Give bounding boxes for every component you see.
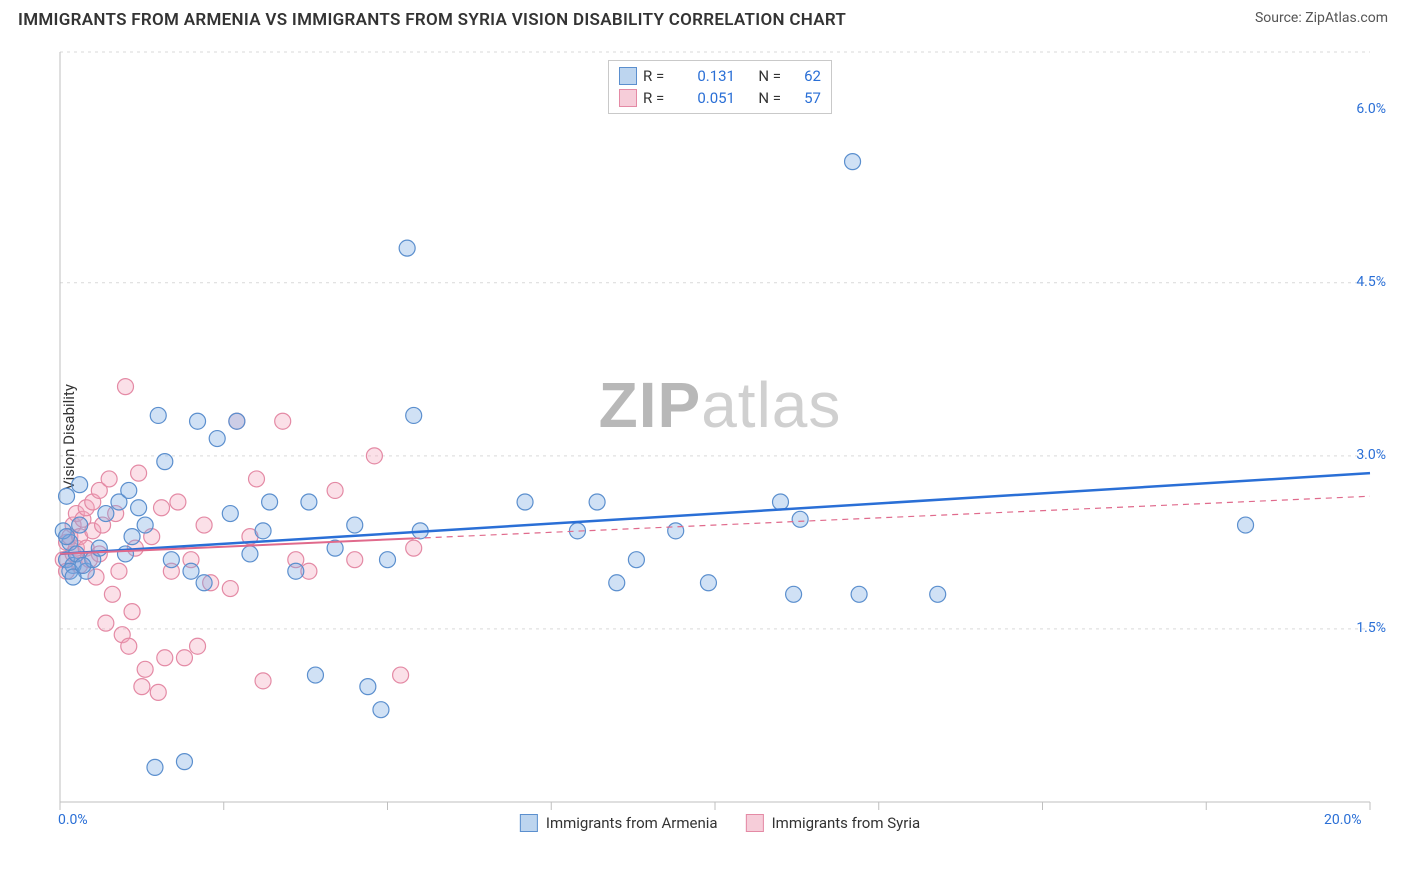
swatch-syria (619, 89, 637, 107)
correlation-legend: R = 0.131 N = 62 R = 0.051 N = 57 (608, 60, 832, 114)
legend-item-syria: Immigrants from Syria (746, 814, 921, 832)
source-label: Source: ZipAtlas.com (1255, 10, 1388, 26)
y-tick-label: 1.5% (1356, 620, 1386, 636)
legend-item-armenia: Immigrants from Armenia (520, 814, 718, 832)
swatch-armenia (520, 814, 538, 832)
chart-area: Vision Disability ZIPatlas R = 0.131 N =… (50, 42, 1390, 832)
y-tick-label: 4.5% (1356, 274, 1386, 290)
legend-row-armenia: R = 0.131 N = 62 (619, 65, 821, 87)
legend-row-syria: R = 0.051 N = 57 (619, 87, 821, 109)
legend-label: Immigrants from Armenia (546, 814, 718, 832)
series-legend: Immigrants from Armenia Immigrants from … (520, 814, 920, 832)
swatch-syria (746, 814, 764, 832)
y-tick-label: 3.0% (1356, 447, 1386, 463)
swatch-armenia (619, 67, 637, 85)
scatter-plot (50, 42, 1390, 832)
chart-title: IMMIGRANTS FROM ARMENIA VS IMMIGRANTS FR… (18, 10, 846, 30)
x-tick-label: 20.0% (1324, 812, 1362, 828)
legend-label: Immigrants from Syria (772, 814, 921, 832)
y-tick-label: 6.0% (1356, 101, 1386, 117)
x-tick-label: 0.0% (58, 812, 88, 828)
